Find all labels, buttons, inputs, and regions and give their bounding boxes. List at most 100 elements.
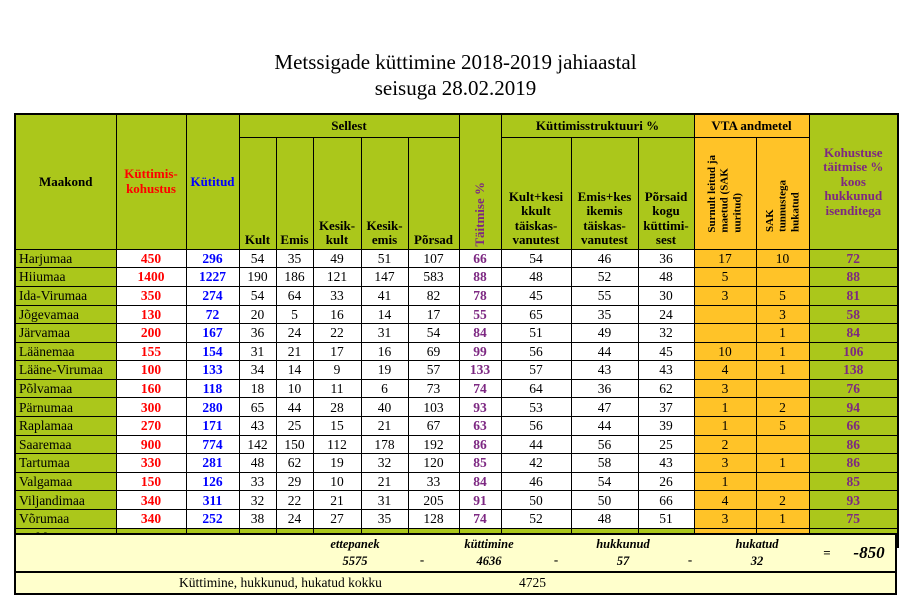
kutitud-cell: 167 bbox=[185, 323, 240, 343]
kult-cell: 34 bbox=[238, 360, 277, 380]
header-group-sellest: Sellest bbox=[238, 113, 460, 138]
kesik-emis-cell: 31 bbox=[360, 323, 409, 343]
county-cell: Tartumaa bbox=[14, 453, 117, 473]
kult-cell: 20 bbox=[238, 304, 277, 325]
calc-value: 5575 bbox=[342, 554, 368, 568]
county-cell: Läänemaa bbox=[14, 341, 117, 362]
calc-label: hukkunud bbox=[596, 537, 650, 551]
kohustus-cell: 350 bbox=[115, 285, 187, 306]
porsad-cell: 583 bbox=[407, 267, 460, 287]
kult-cell: 33 bbox=[238, 471, 277, 492]
header-kesik-kult: Kesik- kult bbox=[312, 137, 362, 250]
header-porsaid-kogu: Põrsaid kogu küttimi- sest bbox=[637, 137, 695, 250]
kult-struktuur-cell: 42 bbox=[500, 453, 572, 473]
kutitud-cell: 311 bbox=[185, 490, 240, 511]
kult-struktuur-cell: 52 bbox=[500, 509, 572, 529]
taitmise-pct-cell: 66 bbox=[458, 248, 502, 269]
emis-struktuur-cell: 49 bbox=[570, 323, 639, 343]
table-row: Harjumaa 450 296 54 35 49 51 107 66 54 4… bbox=[14, 248, 899, 269]
sak-hukatud-cell: 1 bbox=[755, 323, 810, 343]
kesik-emis-cell: 19 bbox=[360, 360, 409, 380]
emis-cell: 22 bbox=[275, 490, 314, 511]
calc-label: küttimine bbox=[464, 537, 514, 551]
county-cell: Järvamaa bbox=[14, 323, 117, 343]
emis-struktuur-cell: 36 bbox=[570, 378, 639, 399]
porsaid-struktuur-cell: 43 bbox=[637, 360, 695, 380]
kesik-kult-cell: 112 bbox=[312, 434, 362, 455]
table-row: Viljandimaa 340 311 32 22 21 31 205 91 5… bbox=[14, 490, 899, 511]
emis-struktuur-cell: 55 bbox=[570, 285, 639, 306]
kohustus-cell: 130 bbox=[115, 304, 187, 325]
kohustus-cell: 155 bbox=[115, 341, 187, 362]
calc-value: 4636 bbox=[476, 554, 502, 568]
kesik-kult-cell: 16 bbox=[312, 304, 362, 325]
kohustus-cell: 1400 bbox=[115, 267, 187, 287]
surnult-leitud-cell: 3 bbox=[693, 453, 757, 473]
porsad-cell: 192 bbox=[407, 434, 460, 455]
county-cell: Valgamaa bbox=[14, 471, 117, 492]
calc-label: hukatud bbox=[735, 537, 779, 551]
porsad-cell: 82 bbox=[407, 285, 460, 306]
table-row: Saaremaa 900 774 142 150 112 178 192 86 … bbox=[14, 434, 899, 455]
kult-cell: 18 bbox=[238, 378, 277, 399]
kult-struktuur-cell: 56 bbox=[500, 341, 572, 362]
title-line-1: Metssigade küttimine 2018-2019 jahiaasta… bbox=[274, 50, 637, 74]
kult-cell: 36 bbox=[238, 323, 277, 343]
kohustus-cell: 900 bbox=[115, 434, 187, 455]
header-kesik-emis: Kesik- emis bbox=[360, 137, 409, 250]
kult-cell: 54 bbox=[238, 248, 277, 269]
porsaid-struktuur-cell: 48 bbox=[637, 267, 695, 287]
porsaid-struktuur-cell: 62 bbox=[637, 378, 695, 399]
sak-hukatud-cell: 1 bbox=[755, 453, 810, 473]
kesik-emis-cell: 21 bbox=[360, 416, 409, 436]
equals-sign: = bbox=[823, 545, 831, 560]
kutitud-cell: 171 bbox=[185, 416, 240, 436]
surnult-leitud-cell: 17 bbox=[693, 248, 757, 269]
table-row: Järvamaa 200 167 36 24 22 31 54 84 51 49… bbox=[14, 323, 899, 343]
surnult-leitud-cell: 10 bbox=[693, 341, 757, 362]
emis-cell: 62 bbox=[275, 453, 314, 473]
calc-item-hukkunud: hukkunud 57 bbox=[577, 537, 669, 569]
sak-hukatud-cell: 2 bbox=[755, 397, 810, 418]
kutitud-cell: 281 bbox=[185, 453, 240, 473]
table-row: Valgamaa 150 126 33 29 10 21 33 84 46 54… bbox=[14, 471, 899, 492]
county-cell: Raplamaa bbox=[14, 416, 117, 436]
kesik-emis-cell: 14 bbox=[360, 304, 409, 325]
hunting-table: Maakond Küttimis- kohustus Kütitud Selle… bbox=[14, 113, 900, 549]
calc-item-ettepanek: ettepanek 5575 bbox=[309, 537, 401, 569]
kult-struktuur-cell: 50 bbox=[500, 490, 572, 511]
emis-struktuur-cell: 52 bbox=[570, 267, 639, 287]
kult-struktuur-cell: 65 bbox=[500, 304, 572, 325]
porsad-cell: 17 bbox=[407, 304, 460, 325]
surnult-leitud-cell: 2 bbox=[693, 434, 757, 455]
kesik-kult-cell: 22 bbox=[312, 323, 362, 343]
porsaid-struktuur-cell: 66 bbox=[637, 490, 695, 511]
summary-total-value: 4725 bbox=[519, 575, 546, 590]
emis-cell: 29 bbox=[275, 471, 314, 492]
kohustuse-taitmise-cell: 72 bbox=[808, 248, 899, 269]
summary-total-row: Küttimine, hukkunud, hukatud kokku 4725 bbox=[16, 573, 895, 593]
kesik-kult-cell: 11 bbox=[312, 378, 362, 399]
calc-value: 32 bbox=[750, 554, 764, 568]
surnult-leitud-cell: 5 bbox=[693, 267, 757, 287]
kohustus-cell: 340 bbox=[115, 509, 187, 529]
county-cell: Ida-Virumaa bbox=[14, 285, 117, 306]
kutitud-cell: 133 bbox=[185, 360, 240, 380]
taitmise-pct-cell: 78 bbox=[458, 285, 502, 306]
kutitud-cell: 1227 bbox=[185, 267, 240, 287]
kohustuse-taitmise-cell: 66 bbox=[808, 416, 899, 436]
taitmise-pct-cell: 84 bbox=[458, 323, 502, 343]
kesik-emis-cell: 40 bbox=[360, 397, 409, 418]
kesik-emis-cell: 178 bbox=[360, 434, 409, 455]
sak-hukatud-cell bbox=[755, 471, 810, 492]
kutitud-cell: 154 bbox=[185, 341, 240, 362]
surnult-leitud-cell: 1 bbox=[693, 397, 757, 418]
kult-cell: 32 bbox=[238, 490, 277, 511]
kesik-emis-cell: 32 bbox=[360, 453, 409, 473]
kult-struktuur-cell: 64 bbox=[500, 378, 572, 399]
kohustus-cell: 330 bbox=[115, 453, 187, 473]
taitmise-pct-cell: 74 bbox=[458, 509, 502, 529]
calc-value: 57 bbox=[616, 554, 630, 568]
county-cell: Võrumaa bbox=[14, 509, 117, 529]
kesik-kult-cell: 121 bbox=[312, 267, 362, 287]
